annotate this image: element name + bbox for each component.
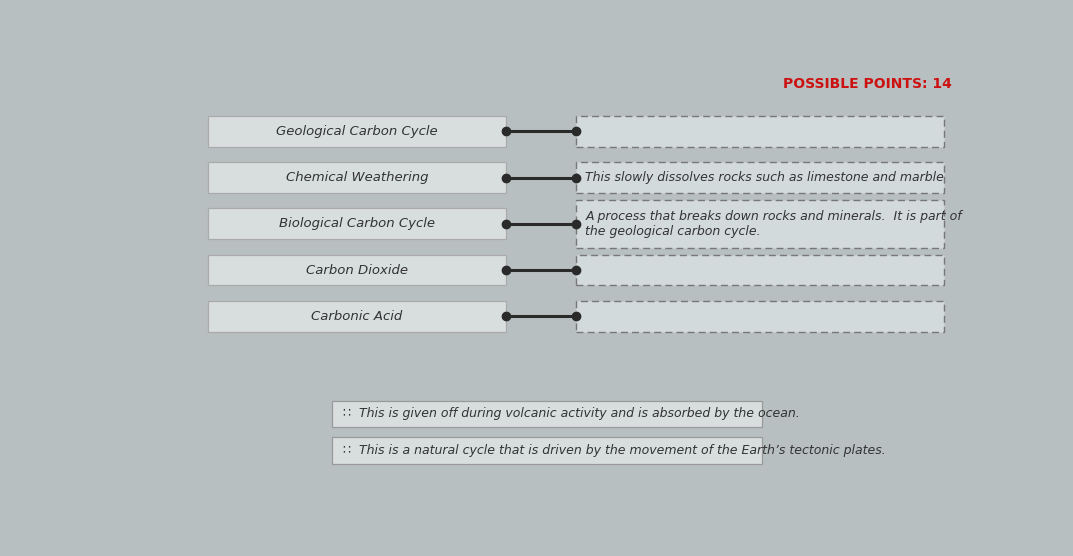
Text: A process that breaks down rocks and minerals.  It is part of
the geological car: A process that breaks down rocks and min… [585, 210, 961, 238]
FancyBboxPatch shape [576, 162, 944, 193]
FancyBboxPatch shape [576, 301, 944, 331]
Text: Biological Carbon Cycle: Biological Carbon Cycle [279, 217, 435, 230]
Text: Carbon Dioxide: Carbon Dioxide [306, 264, 408, 276]
Text: ∷  This is a natural cycle that is driven by the movement of the Earth’s tectoni: ∷ This is a natural cycle that is driven… [343, 444, 886, 458]
Text: Geological Carbon Cycle: Geological Carbon Cycle [276, 125, 438, 138]
Text: Chemical Weathering: Chemical Weathering [285, 171, 428, 184]
Text: POSSIBLE POINTS: 14: POSSIBLE POINTS: 14 [783, 77, 952, 92]
Text: Carbonic Acid: Carbonic Acid [311, 310, 402, 322]
FancyBboxPatch shape [332, 400, 762, 428]
Text: This slowly dissolves rocks such as limestone and marble: This slowly dissolves rocks such as lime… [585, 171, 944, 184]
FancyBboxPatch shape [332, 438, 762, 464]
FancyBboxPatch shape [576, 255, 944, 285]
FancyBboxPatch shape [208, 301, 506, 331]
FancyBboxPatch shape [576, 116, 944, 147]
Text: ∷  This is given off during volcanic activity and is absorbed by the ocean.: ∷ This is given off during volcanic acti… [343, 408, 800, 420]
FancyBboxPatch shape [576, 200, 944, 247]
FancyBboxPatch shape [208, 116, 506, 147]
FancyBboxPatch shape [208, 255, 506, 285]
FancyBboxPatch shape [208, 162, 506, 193]
FancyBboxPatch shape [208, 208, 506, 239]
